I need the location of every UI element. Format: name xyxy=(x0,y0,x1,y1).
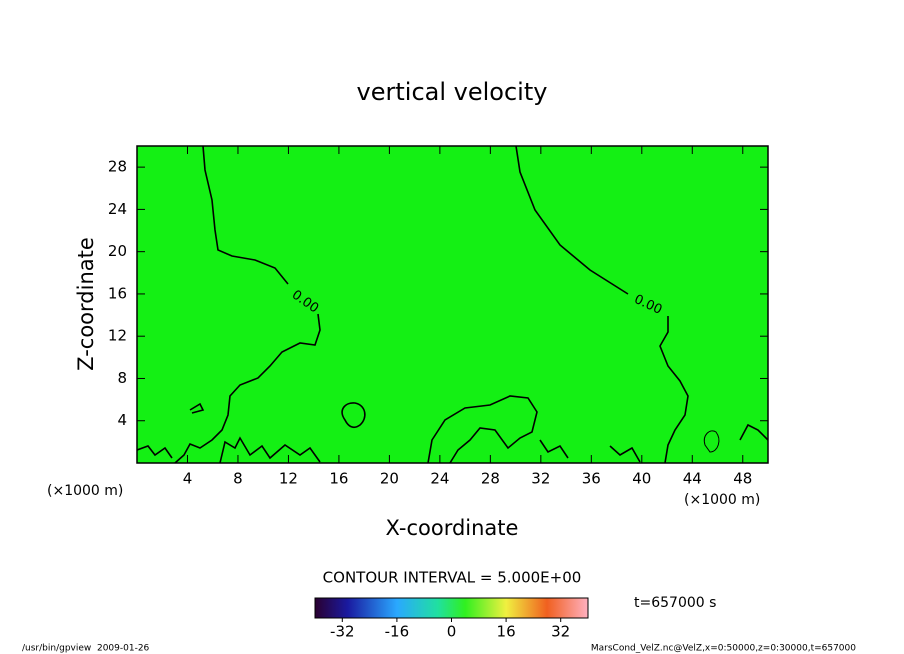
y-tick-label: 8 xyxy=(117,369,127,387)
colorbar-tick-label: 16 xyxy=(497,623,516,641)
y-tick-label: 4 xyxy=(117,411,127,429)
colorbar-tick-label: -32 xyxy=(330,623,355,641)
contour-line xyxy=(703,430,720,453)
x-tick-label: 20 xyxy=(380,470,399,488)
x-unit: (×1000 m) xyxy=(684,492,760,508)
chart-title: vertical velocity xyxy=(357,78,548,106)
x-tick-label: 4 xyxy=(183,470,193,488)
y-tick-label: 16 xyxy=(108,284,127,302)
time-label: t=657000 s xyxy=(634,595,716,611)
contour-line xyxy=(341,402,366,428)
x-tick-label: 44 xyxy=(683,470,702,488)
contour-interval: CONTOUR INTERVAL = 5.000E+00 xyxy=(323,569,582,587)
colorbar-tick-label: 32 xyxy=(551,623,570,641)
y-tick-label: 12 xyxy=(108,327,127,345)
colorbar-tick-label: -16 xyxy=(385,623,410,641)
y-tick-label: 20 xyxy=(108,242,127,260)
x-tick-label: 28 xyxy=(481,470,500,488)
x-tick-label: 40 xyxy=(632,470,651,488)
y-unit: (×1000 m) xyxy=(47,483,123,499)
contour-line xyxy=(136,402,769,464)
x-tick-label: 16 xyxy=(329,470,348,488)
x-axis-label: X-coordinate xyxy=(386,516,519,540)
colorbar xyxy=(314,597,589,619)
contour-line xyxy=(174,145,321,464)
x-tick-label: 12 xyxy=(279,470,298,488)
x-tick-label: 36 xyxy=(582,470,601,488)
colorbar-tick-label: 0 xyxy=(447,623,457,641)
y-axis-label: Z-coordinate xyxy=(74,237,98,371)
y-tick-label: 24 xyxy=(108,200,127,218)
x-tick-label: 8 xyxy=(233,470,243,488)
field xyxy=(137,146,768,463)
x-tick-label: 48 xyxy=(733,470,752,488)
y-tick-label: 28 xyxy=(108,158,127,176)
footer-right: MarsCond_VelZ.nc@VelZ,x=0:50000,z=0:3000… xyxy=(591,644,856,654)
contour-line xyxy=(427,395,538,464)
plot-frame xyxy=(136,145,769,464)
footer-left: /usr/bin/gpview 2009-01-26 xyxy=(22,644,150,654)
contours xyxy=(136,145,769,464)
contour-line xyxy=(515,145,689,464)
x-tick-label: 24 xyxy=(430,470,449,488)
x-tick-label: 32 xyxy=(531,470,550,488)
